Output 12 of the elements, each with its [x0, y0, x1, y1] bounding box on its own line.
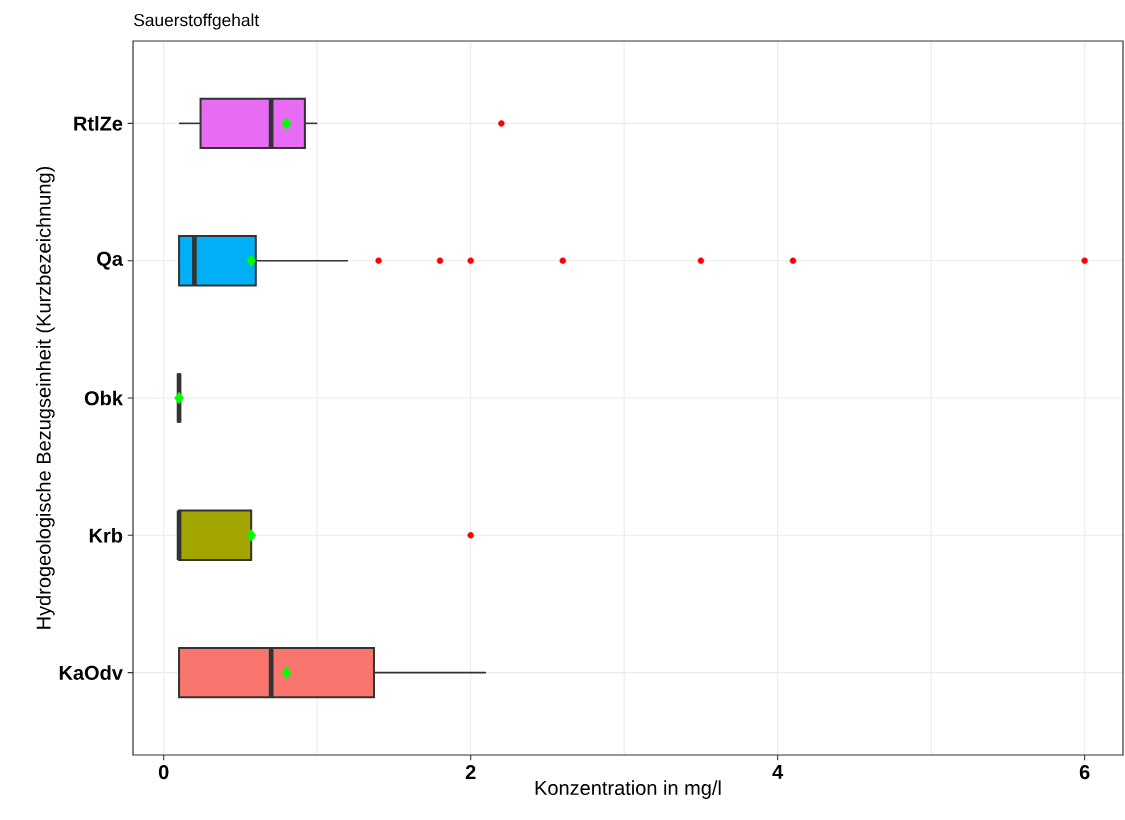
x-tick-label: 2 [465, 765, 476, 779]
y-axis-title: Hydrogeologische Bezugseinheit (Kurzbezeichnung) [36, 166, 55, 629]
chart-title: Sauerstoffgehalt [134, 13, 260, 30]
y-tick-label: RtlZe [74, 116, 123, 131]
x-tick-label: 0 [158, 765, 169, 780]
y-tick-label: Krb [89, 527, 123, 543]
x-tick-label: 6 [1079, 765, 1090, 780]
y-tick-label: Obk [84, 390, 123, 406]
x-axis-title: Konzentration in mg/l [535, 780, 721, 799]
y-tick-label: KaOdv [59, 665, 123, 680]
x-tick-label: 4 [772, 765, 784, 779]
y-tick-label: Qa [97, 251, 124, 270]
